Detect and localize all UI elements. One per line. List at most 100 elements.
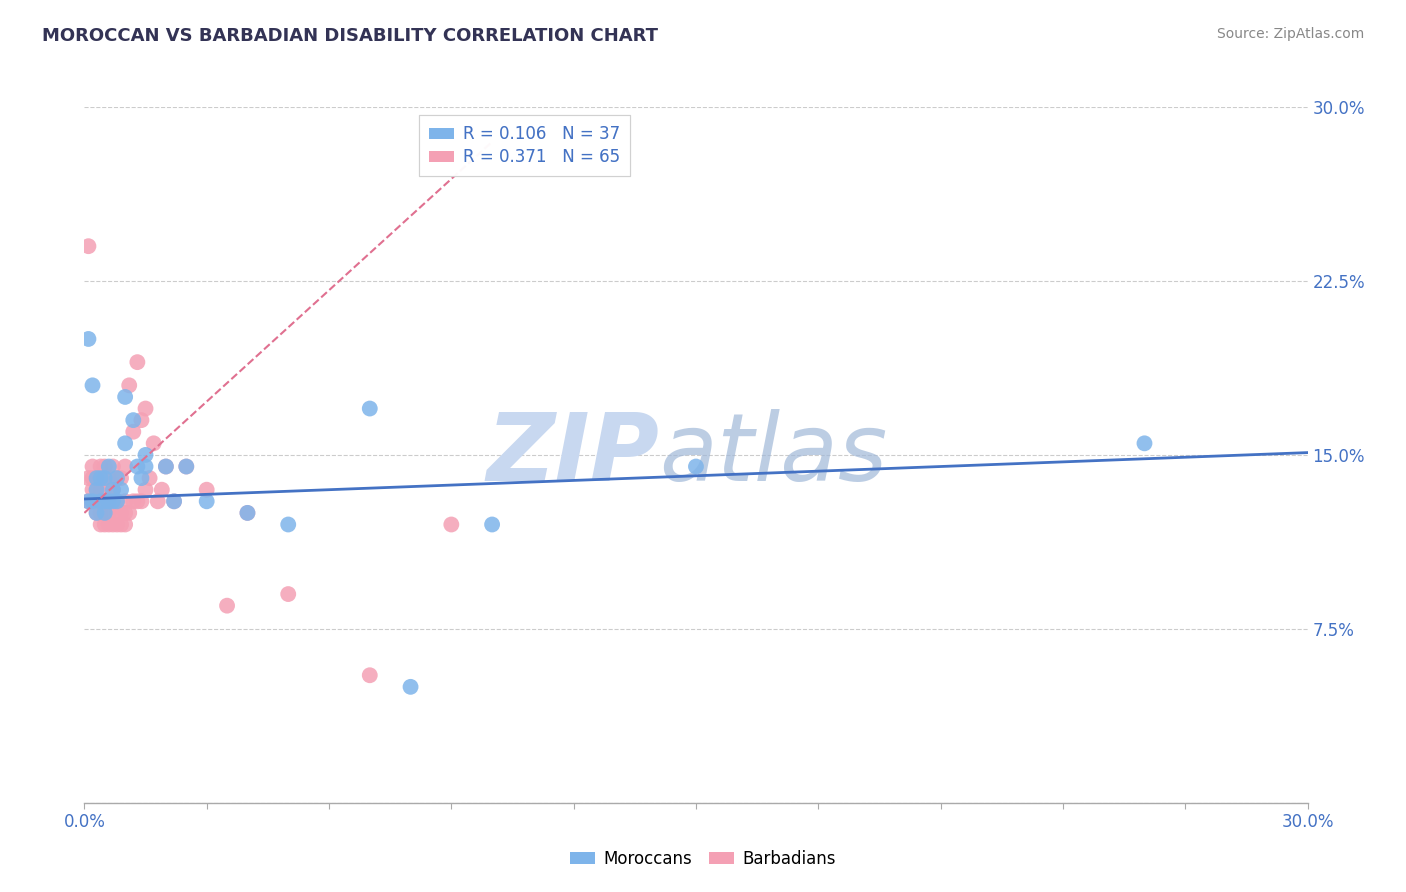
Point <box>93 471 117 485</box>
Point <box>163 494 186 508</box>
Point <box>122 425 145 439</box>
Text: MOROCCAN VS BARBADIAN DISABILITY CORRELATION CHART: MOROCCAN VS BARBADIAN DISABILITY CORRELA… <box>42 27 658 45</box>
Point <box>77 332 100 346</box>
Point <box>217 599 239 613</box>
Point <box>122 494 145 508</box>
Point <box>97 494 120 508</box>
Point <box>86 506 108 520</box>
Point <box>82 494 104 508</box>
Point <box>86 494 108 508</box>
Point <box>101 483 124 497</box>
Point <box>114 494 136 508</box>
Point <box>131 471 153 485</box>
Point <box>93 494 117 508</box>
Point <box>97 517 120 532</box>
Legend: Moroccans, Barbadians: Moroccans, Barbadians <box>564 844 842 875</box>
Point <box>122 413 145 427</box>
Point <box>146 494 169 508</box>
Point <box>93 506 117 520</box>
Point <box>118 378 141 392</box>
Point <box>90 494 112 508</box>
Point <box>90 517 112 532</box>
Point <box>236 506 259 520</box>
Point <box>97 459 120 474</box>
Point <box>97 494 120 508</box>
Point <box>277 587 299 601</box>
Point <box>114 436 136 450</box>
Point <box>163 494 186 508</box>
Point <box>440 517 463 532</box>
Point <box>277 517 299 532</box>
Point <box>101 517 124 532</box>
Point <box>86 471 108 485</box>
Point <box>82 459 104 474</box>
Point <box>138 471 160 485</box>
Point <box>155 459 177 474</box>
Point <box>82 471 104 485</box>
Point <box>131 494 153 508</box>
Point <box>101 494 124 508</box>
Point <box>195 494 218 508</box>
Point <box>110 471 132 485</box>
Point <box>86 506 108 520</box>
Point <box>359 668 381 682</box>
Text: atlas: atlas <box>659 409 887 500</box>
Point <box>127 355 149 369</box>
Point <box>97 483 120 497</box>
Point <box>93 517 117 532</box>
Point <box>131 413 153 427</box>
Point <box>90 494 112 508</box>
Point <box>97 471 120 485</box>
Point <box>110 506 132 520</box>
Point <box>135 401 157 416</box>
Point <box>90 506 112 520</box>
Point <box>1133 436 1156 450</box>
Point <box>82 483 104 497</box>
Point <box>399 680 422 694</box>
Point <box>101 483 124 497</box>
Point <box>82 494 104 508</box>
Point <box>110 517 132 532</box>
Point <box>86 471 108 485</box>
Point <box>77 494 100 508</box>
Text: Source: ZipAtlas.com: Source: ZipAtlas.com <box>1216 27 1364 41</box>
Point <box>97 506 120 520</box>
Point <box>101 459 124 474</box>
Point <box>135 448 157 462</box>
Point <box>174 459 197 474</box>
Point <box>481 517 503 532</box>
Point <box>93 471 117 485</box>
Point <box>114 506 136 520</box>
Point <box>105 494 128 508</box>
Point <box>77 494 100 508</box>
Point <box>77 239 100 253</box>
Point <box>110 483 132 497</box>
Point <box>90 471 112 485</box>
Point <box>685 459 707 474</box>
Point <box>86 483 108 497</box>
Legend: R = 0.106   N = 37, R = 0.371   N = 65: R = 0.106 N = 37, R = 0.371 N = 65 <box>419 115 630 177</box>
Point <box>105 517 128 532</box>
Point <box>195 483 218 497</box>
Point <box>105 506 128 520</box>
Point <box>90 459 112 474</box>
Point <box>150 483 173 497</box>
Point <box>155 459 177 474</box>
Point <box>93 483 117 497</box>
Point <box>135 483 157 497</box>
Point <box>93 459 117 474</box>
Point <box>127 494 149 508</box>
Point <box>135 459 157 474</box>
Point <box>77 471 100 485</box>
Point <box>105 494 128 508</box>
Point <box>105 471 128 485</box>
Point <box>86 483 108 497</box>
Point <box>174 459 197 474</box>
Point <box>105 471 128 485</box>
Point <box>93 494 117 508</box>
Point <box>114 459 136 474</box>
Point <box>93 506 117 520</box>
Point <box>118 506 141 520</box>
Point <box>127 459 149 474</box>
Point <box>82 378 104 392</box>
